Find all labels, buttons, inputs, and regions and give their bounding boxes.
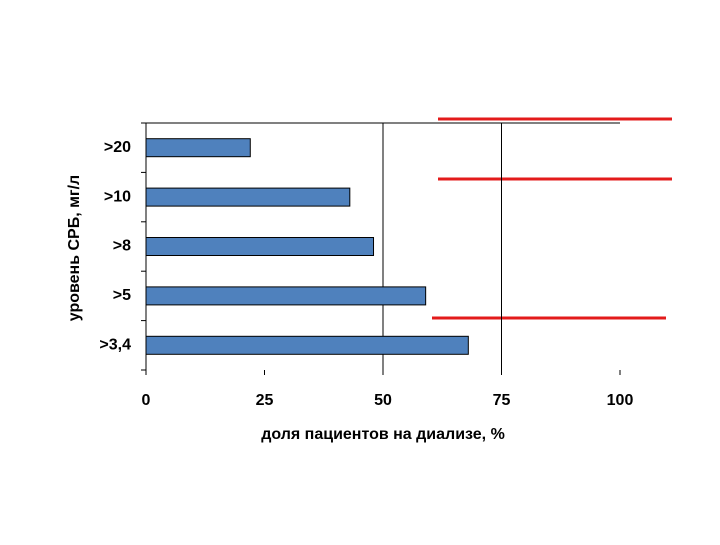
y-tick-label: >8 [113, 238, 131, 255]
y-tick-label: >10 [104, 188, 131, 205]
x-tick-label: 100 [607, 392, 634, 409]
bar [145, 138, 251, 158]
x-tick-label: 25 [256, 392, 274, 409]
x-axis-label: доля пациентов на диализе, % [261, 426, 505, 443]
x-tick-label: 0 [142, 392, 151, 409]
y-tick-label: >3,4 [99, 337, 131, 354]
y-axis-label: уровень СРБ, мг/л [66, 175, 83, 321]
bar [145, 187, 351, 207]
x-tick-label: 75 [493, 392, 511, 409]
bar [145, 335, 469, 355]
bar [145, 237, 375, 256]
bar [145, 286, 427, 306]
y-tick-label: >5 [113, 287, 131, 304]
y-tick-label: >20 [104, 139, 131, 156]
x-tick-label: 50 [374, 392, 392, 409]
